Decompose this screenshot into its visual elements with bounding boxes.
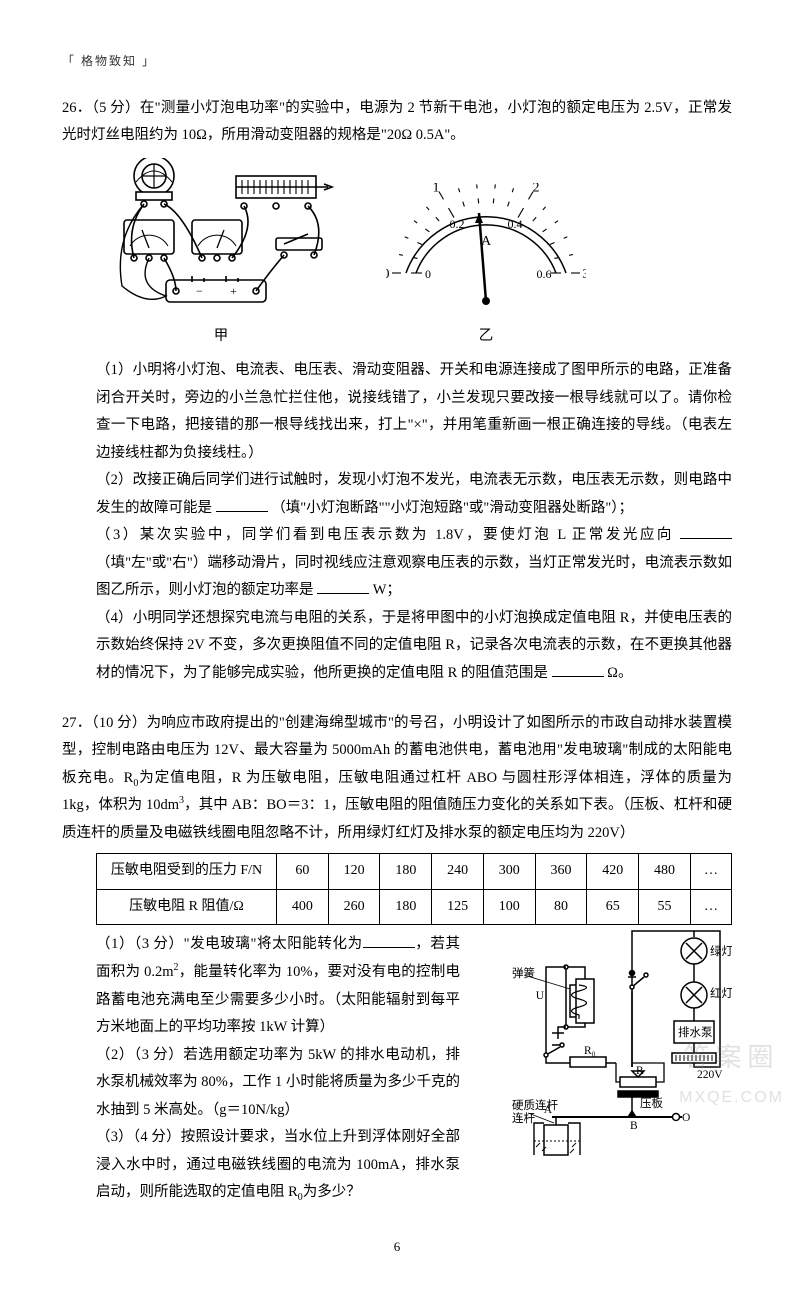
fig-left-label: 甲 xyxy=(96,323,346,351)
svg-text:+: + xyxy=(230,284,237,298)
svg-text:压板: 压板 xyxy=(640,1096,663,1110)
svg-text:硬质连杆: 硬质连杆 xyxy=(512,1098,558,1112)
blank xyxy=(680,538,732,539)
question-26: 26．（5 分）在"测量小灯泡电功率"的实验中，电源为 2 节新干电池，小灯泡的… xyxy=(62,95,732,688)
q26-p1: （1）小明将小灯泡、电流表、电压表、滑动变阻器、开关和电源连接成了图甲所示的电路… xyxy=(96,357,732,467)
q26-intro: 在"测量小灯泡电功率"的实验中，电源为 2 节新干电池，小灯泡的额定电压为 2.… xyxy=(62,100,732,144)
svg-text:0: 0 xyxy=(386,267,390,282)
page-number: 6 xyxy=(62,1235,732,1260)
svg-text:0: 0 xyxy=(425,267,431,281)
svg-text:220V: 220V xyxy=(697,1069,723,1081)
blank xyxy=(363,947,415,948)
blank xyxy=(216,511,268,512)
q27-score: （10 分） xyxy=(91,715,146,731)
q27-num: 27． xyxy=(62,715,91,731)
svg-text:连杆: 连杆 xyxy=(512,1111,535,1125)
svg-text:U: U xyxy=(536,990,545,1002)
q26-score: （5 分） xyxy=(92,100,140,116)
svg-text:0.6: 0.6 xyxy=(537,267,552,281)
q26-figures: − + 甲 0 0 1 0.2 2 0.4 3 xyxy=(96,158,732,351)
q27-p1: （1）（3 分）"发电玻璃"将太阳能转化为，若其面积为 0.2m2，能量转化率为… xyxy=(96,931,460,1041)
svg-text:0.2: 0.2 xyxy=(450,217,465,231)
svg-text:0.4: 0.4 xyxy=(508,217,523,231)
q26-p4: （4）小明同学还想探究电流与电阻的关系，于是将甲图中的小灯泡换成定值电阻 R，并… xyxy=(96,605,732,688)
fig-right-label: 乙 xyxy=(386,323,586,351)
q27-p2: （2）（3 分）若选用额定功率为 5kW 的排水电动机，排水泵机械效率为 80%… xyxy=(96,1042,460,1125)
q27-table: 压敏电阻受到的压力 F/N60120180240300360420480… 压敏… xyxy=(96,853,732,925)
svg-text:B: B xyxy=(630,1120,638,1132)
svg-text:1: 1 xyxy=(433,183,440,195)
question-27: 27．（10 分）为响应市政府提出的"创建海绵型城市"的号召，小明设计了如图所示… xyxy=(62,710,732,1207)
svg-text:−: − xyxy=(196,284,203,298)
svg-text:排水泵: 排水泵 xyxy=(678,1025,713,1039)
svg-text:弹簧: 弹簧 xyxy=(512,966,535,980)
blank xyxy=(317,593,369,594)
svg-text:2: 2 xyxy=(533,183,540,195)
q26-p3: （3）某次实验中，同学们看到电压表示数为 1.8V，要使灯泡 L 正常发光应向 … xyxy=(96,522,732,605)
blank xyxy=(552,676,604,677)
svg-text:R₀: R₀ xyxy=(584,1045,596,1057)
svg-text:红灯: 红灯 xyxy=(710,987,732,1000)
q26-p2: （2）改接正确后同学们进行试触时，发现小灯泡不发光，电流表无示数，电压表无示数，… xyxy=(96,467,732,522)
circuit-diagram: − + xyxy=(96,158,346,313)
svg-text:R: R xyxy=(636,1065,644,1077)
svg-text:3: 3 xyxy=(583,267,587,282)
q26-num: 26． xyxy=(62,100,92,116)
q27-p3: （3）（4 分）按照设计要求，当水位上升到浮体刚好全部浸入水中时，通过电磁铁线圈… xyxy=(96,1124,460,1207)
ammeter-dial: 0010.220.430.6A xyxy=(386,183,586,313)
page-header: 「 格物致知 」 xyxy=(62,50,732,73)
svg-text:绿灯: 绿灯 xyxy=(710,944,732,958)
